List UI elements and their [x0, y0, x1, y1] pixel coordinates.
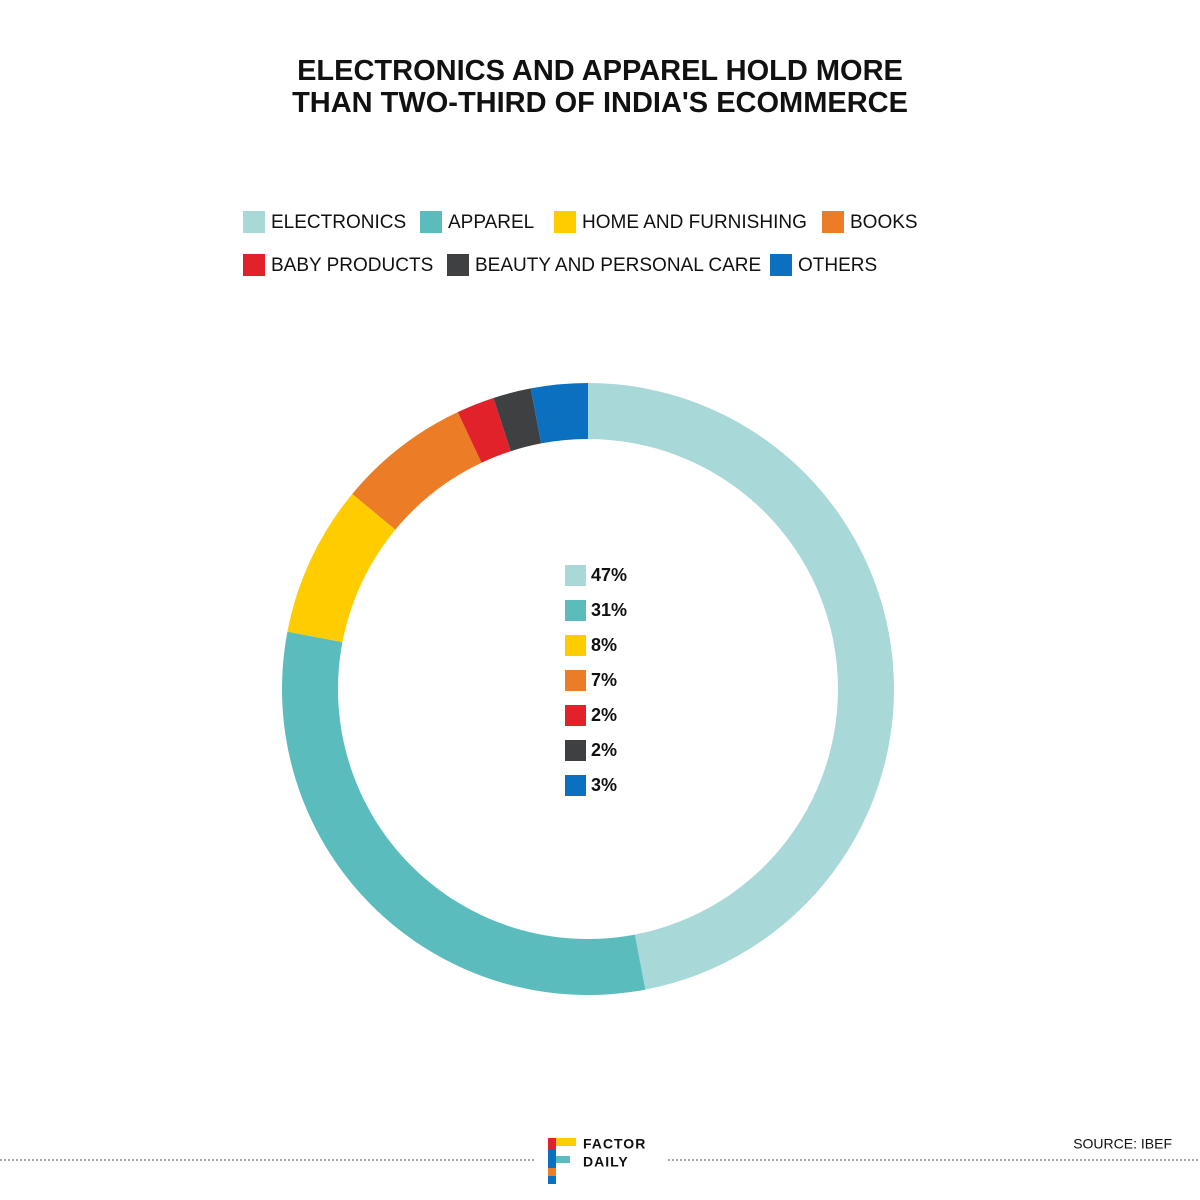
- slice: [493, 388, 542, 452]
- value-swatch: [565, 670, 586, 691]
- legend-label: HOME AND FURNISHING: [582, 212, 807, 233]
- value-label: 7%: [591, 670, 617, 690]
- legend-label: OTHERS: [798, 255, 877, 276]
- value-swatch: [565, 635, 586, 656]
- slice: [530, 383, 588, 444]
- chart-title: ELECTRONICS AND APPAREL HOLD MORE THAN T…: [292, 55, 908, 119]
- slice: [457, 397, 511, 463]
- slice: [588, 382, 895, 990]
- legend-label: BEAUTY AND PERSONAL CARE: [475, 255, 761, 276]
- legend-swatch: [420, 211, 442, 233]
- value-label: 2%: [591, 740, 617, 760]
- legend-swatch: [447, 254, 469, 276]
- legend-swatch: [243, 211, 265, 233]
- legend-swatch: [822, 211, 844, 233]
- value-swatch: [565, 600, 586, 621]
- value-swatch: [565, 775, 586, 796]
- slice: [282, 631, 646, 995]
- value-swatch: [565, 705, 586, 726]
- value-label: 47%: [591, 565, 627, 585]
- title-box: ELECTRONICS AND APPAREL HOLD MORE THAN T…: [292, 55, 908, 119]
- slice: [352, 412, 482, 530]
- slice: [287, 493, 396, 643]
- legend-label: ELECTRONICS: [271, 212, 406, 233]
- legend-swatch: [243, 254, 265, 276]
- legend-swatch: [554, 211, 576, 233]
- legend-label: BABY PRODUCTS: [271, 255, 433, 276]
- legend-label: BOOKS: [850, 212, 918, 233]
- legend-swatch: [770, 254, 792, 276]
- legend-label: APPAREL: [448, 212, 534, 233]
- value-swatch: [565, 565, 586, 586]
- logo-text: FACTOR: [583, 1136, 646, 1152]
- logo-text: DAILY: [583, 1154, 629, 1170]
- value-label: 8%: [591, 635, 617, 655]
- source: SOURCE: IBEF: [1073, 1136, 1172, 1152]
- logo-icon: [548, 1138, 576, 1184]
- value-swatch: [565, 740, 586, 761]
- value-label: 31%: [591, 600, 627, 620]
- value-label: 3%: [591, 775, 617, 795]
- value-label: 2%: [591, 705, 617, 725]
